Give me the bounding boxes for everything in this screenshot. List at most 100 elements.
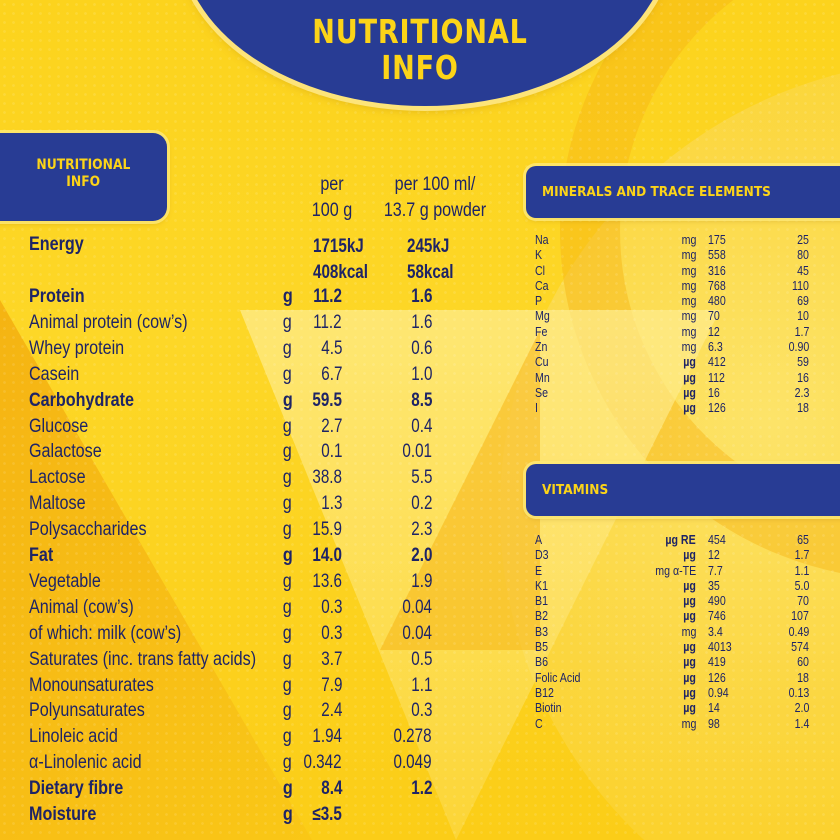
element-unit: mg α-TE (655, 563, 696, 578)
nutrient-row: Saturates (inc. trans fatty acids) g 3.7 0.… (29, 647, 469, 673)
vitamins-title: VITAMINS (542, 482, 609, 498)
element-per-100ml: 1.1 (794, 563, 809, 578)
nutrient-per-100ml: 0.6 (410, 337, 432, 359)
energy-kcal: 408kcal (313, 262, 368, 283)
element-unit: µg (683, 594, 696, 609)
element-name: K1 (535, 578, 549, 593)
element-per-100ml: 574 (791, 640, 809, 655)
element-name: Fe (535, 324, 548, 339)
nutrient-per-100ml: 0.4 (410, 415, 432, 437)
nutrient-unit: g (282, 674, 292, 696)
nutrient-per-100ml: 0.01 (402, 441, 432, 463)
element-per-100ml: 0.13 (788, 685, 809, 700)
nutrient-unit: g (282, 311, 292, 333)
element-per-100ml: 110 (792, 278, 809, 293)
element-per-100ml: 1.7 (794, 324, 809, 339)
minerals-section-header: MINERALS AND TRACE ELEMENTS (526, 166, 840, 218)
element-name: P (535, 294, 543, 309)
nutrient-unit: g (282, 726, 292, 748)
nutrient-per-100g: 59.5 (312, 389, 342, 411)
column-header-per-100ml: per 100 ml/ 13.7 g powder (371, 172, 499, 224)
element-unit: mg (681, 248, 696, 263)
nutrient-label: Casein (29, 363, 80, 385)
energy-kj: 245kJ (407, 236, 450, 257)
element-per-100g: 175 (708, 233, 726, 247)
column-header-line: per 100 ml/ (394, 174, 476, 195)
element-per-100ml: 5.0 (794, 578, 809, 593)
minerals-title: MINERALS AND TRACE ELEMENTS (542, 184, 771, 200)
nutrient-row: Carbohydrate g 59.5 8.5 (29, 388, 469, 414)
element-name: Mg (535, 309, 550, 324)
element-per-100ml: 60 (797, 655, 809, 670)
element-unit: mg (681, 309, 696, 324)
element-unit: µg (683, 401, 696, 416)
nutrient-unit: g (282, 545, 293, 566)
vitamin-row: Biotin µg 14 2.0 (535, 701, 815, 716)
element-name: Se (535, 385, 549, 400)
nutrient-row: Whey protein g 4.5 0.6 (29, 336, 469, 362)
page-title-line1: NUTRITIONAL (312, 12, 528, 51)
nutrient-row: Animal protein (cow’s) g 11.2 1.6 (29, 310, 469, 336)
nutrient-row: Protein g 11.2 1.6 (29, 284, 469, 310)
element-per-100g: 4013 (708, 640, 732, 655)
nutrient-per-100ml: 1.1 (410, 674, 432, 696)
nutrient-row: Moisture g ≤3.5 (29, 802, 469, 828)
nutrient-label: Polyunsaturates (29, 700, 145, 722)
nutrient-row: Polysaccharides g 15.9 2.3 (29, 517, 469, 543)
nutrient-unit: g (282, 441, 292, 463)
nutrient-row: Casein g 6.7 1.0 (29, 362, 469, 388)
nutrient-row: Galactose g 0.1 0.01 (29, 439, 469, 465)
element-name: A (535, 533, 543, 547)
mineral-row: Zn mg 6.3 0.90 (535, 340, 815, 355)
nutrient-unit: g (282, 415, 292, 437)
nutrient-label: Vegetable (29, 570, 101, 592)
element-per-100g: 6.3 (708, 340, 723, 355)
energy-per-100ml: 245kJ 58kcal (407, 234, 454, 286)
nutrient-unit: g (282, 519, 292, 541)
nutrient-unit: g (282, 700, 292, 722)
nutrient-label: Carbohydrate (29, 389, 135, 411)
nutrient-per-100g: 8.4 (320, 778, 342, 800)
element-unit: µg (683, 609, 696, 624)
nutrient-unit: g (282, 648, 292, 670)
nutrient-unit: g (282, 596, 292, 618)
vitamin-row: B2 µg 746 107 (535, 609, 815, 624)
element-per-100ml: 65 (797, 533, 809, 547)
nutrient-label: Linoleic acid (29, 726, 118, 748)
nutrient-label: Monounsaturates (29, 674, 154, 696)
nutrient-row: Animal (cow’s) g 0.3 0.04 (29, 595, 469, 621)
element-per-100ml: 18 (797, 401, 809, 416)
nutrient-per-100g: 2.7 (320, 415, 342, 437)
nutrient-unit: g (282, 337, 292, 359)
element-unit: µg (683, 655, 696, 670)
element-per-100ml: 18 (797, 670, 809, 685)
element-per-100g: 0.94 (708, 685, 729, 700)
nutrient-unit: g (282, 389, 293, 411)
nutrient-per-100g: 0.342 (303, 752, 342, 774)
nutrient-per-100ml: 2.0 (410, 545, 432, 566)
vitamin-row: B5 µg 4013 574 (535, 640, 815, 655)
element-per-100g: 126 (708, 670, 726, 685)
element-unit: mg (681, 233, 696, 247)
element-per-100g: 480 (708, 294, 726, 309)
vitamin-row: B12 µg 0.94 0.13 (535, 686, 815, 701)
mineral-row: Ca mg 768 110 (535, 279, 815, 294)
nutrient-per-100g: 0.3 (320, 622, 342, 644)
nutrient-per-100ml: 1.9 (410, 570, 432, 592)
nutrient-per-100g: 4.5 (320, 337, 342, 359)
element-unit: µg (683, 670, 696, 685)
element-per-100g: 3.4 (708, 624, 723, 639)
nutrient-label: Moisture (29, 804, 97, 825)
nutrient-per-100ml: 8.5 (410, 389, 432, 411)
nutrient-row: Glucose g 2.7 0.4 (29, 414, 469, 440)
mineral-row: Cl mg 316 45 (535, 264, 815, 279)
nutrient-per-100ml: 0.04 (402, 622, 432, 644)
nutrient-label: Glucose (29, 415, 89, 437)
element-unit: µg (683, 355, 696, 370)
nutrient-unit: g (282, 570, 292, 592)
element-per-100g: 98 (708, 716, 720, 731)
mineral-row: Fe mg 12 1.7 (535, 325, 815, 340)
mineral-row: Na mg 175 25 (535, 233, 815, 248)
